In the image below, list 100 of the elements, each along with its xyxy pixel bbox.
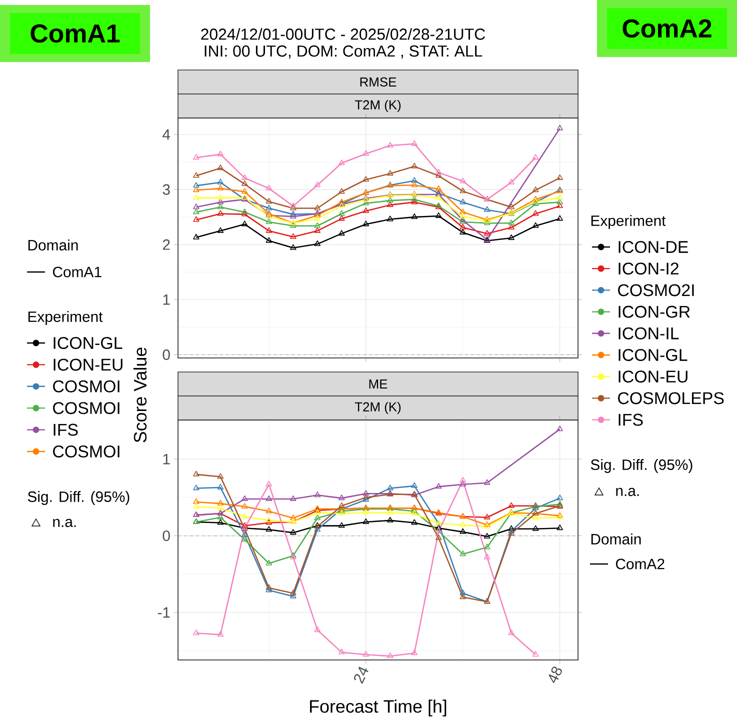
legend-label: IFS xyxy=(54,424,78,436)
point xyxy=(362,651,370,657)
legend-label: ICON-EU xyxy=(618,370,688,383)
text: Sig. Diff. (95%) xyxy=(28,491,130,505)
point xyxy=(508,502,515,508)
y-tick-label: 0 xyxy=(162,349,170,360)
point xyxy=(386,652,394,658)
point xyxy=(290,222,296,228)
point xyxy=(338,210,345,216)
point xyxy=(217,519,224,525)
point xyxy=(508,525,515,531)
point xyxy=(193,172,200,178)
text: INI: 00 UTC, DOM: ComA2 , STAT: ALL xyxy=(204,45,482,59)
point xyxy=(266,218,272,224)
point xyxy=(242,503,248,509)
point xyxy=(242,180,248,186)
point xyxy=(386,216,394,222)
point xyxy=(386,484,394,490)
point xyxy=(266,480,272,486)
point xyxy=(290,495,296,501)
point xyxy=(266,526,272,532)
point xyxy=(266,519,272,525)
point xyxy=(556,524,563,530)
point xyxy=(556,215,563,221)
point xyxy=(411,177,418,183)
legend-label: COSMO2I xyxy=(618,284,694,296)
point xyxy=(411,162,418,168)
legend-label: ICON-DE xyxy=(618,240,688,253)
point xyxy=(193,182,200,188)
point xyxy=(314,227,321,233)
point xyxy=(217,631,224,637)
point xyxy=(556,202,563,208)
y-tick-label: 4 xyxy=(162,129,170,140)
point xyxy=(411,649,418,656)
point xyxy=(460,208,466,214)
point xyxy=(193,630,200,636)
point xyxy=(338,508,345,514)
point xyxy=(242,188,248,194)
point xyxy=(460,224,466,230)
point xyxy=(508,224,515,230)
text: Domain xyxy=(591,534,641,544)
point xyxy=(386,516,394,522)
point xyxy=(314,492,321,498)
x-axis-title: Forecast Time [h] xyxy=(310,700,446,716)
point xyxy=(460,178,466,184)
legend-label: IFS xyxy=(618,414,643,426)
point xyxy=(556,194,563,200)
x-tick-label: 24 xyxy=(354,666,368,684)
point xyxy=(217,473,224,479)
point xyxy=(411,213,418,220)
point xyxy=(460,476,466,483)
point xyxy=(266,516,272,522)
point xyxy=(193,186,200,192)
point xyxy=(460,550,466,556)
point xyxy=(362,220,370,226)
point xyxy=(484,206,490,212)
point xyxy=(508,630,515,636)
point xyxy=(314,514,321,520)
point xyxy=(460,198,466,204)
point xyxy=(435,172,442,178)
point xyxy=(532,525,539,531)
point xyxy=(266,560,272,566)
point xyxy=(338,215,345,221)
point xyxy=(411,508,418,514)
point xyxy=(193,503,200,509)
point xyxy=(266,586,272,592)
point xyxy=(386,170,394,176)
point xyxy=(290,212,296,219)
point xyxy=(242,531,248,537)
legend-label: COSMOLEPS xyxy=(618,392,724,404)
point xyxy=(266,227,272,233)
point xyxy=(193,204,200,210)
point xyxy=(411,198,418,204)
point xyxy=(290,204,296,210)
point xyxy=(193,234,200,240)
point xyxy=(532,514,539,520)
point xyxy=(217,227,224,233)
legend-label: ICON-GL xyxy=(618,348,688,361)
legend-label: COSMOI xyxy=(53,402,120,414)
point xyxy=(242,536,248,542)
point xyxy=(386,509,394,515)
text: 2024/12/01-00UTC - 2025/02/28-21UTC xyxy=(201,28,486,40)
point xyxy=(314,240,321,246)
point xyxy=(217,484,224,490)
point xyxy=(217,198,224,204)
point xyxy=(314,182,321,188)
point xyxy=(508,204,515,210)
point xyxy=(460,188,466,194)
chart-subtitle: T2M (K) xyxy=(354,100,401,112)
legend-label: ICON-GR xyxy=(618,306,690,318)
point xyxy=(508,234,515,240)
point xyxy=(217,514,224,520)
point xyxy=(484,544,490,550)
point xyxy=(460,480,466,486)
point xyxy=(338,494,345,500)
point xyxy=(362,496,370,502)
point xyxy=(338,502,345,508)
point xyxy=(290,590,296,596)
point xyxy=(266,198,272,204)
point xyxy=(532,196,539,202)
